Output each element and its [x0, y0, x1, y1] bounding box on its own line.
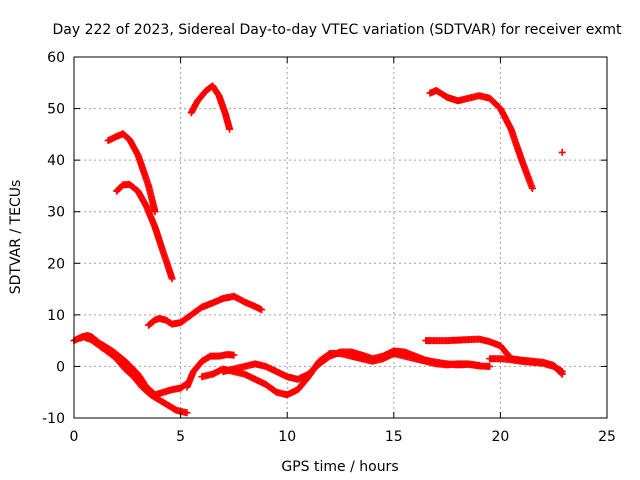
y-tick-label: 10: [47, 308, 65, 324]
x-tick-label: 25: [598, 429, 616, 445]
y-tick-label: 0: [56, 359, 65, 375]
plot-frame: [73, 56, 608, 419]
series-track-6: [76, 332, 193, 399]
data-point: [258, 306, 266, 314]
x-tick-label: 5: [176, 429, 185, 445]
data-point: [183, 409, 191, 417]
data-points: [70, 82, 566, 417]
y-tick-label: 60: [47, 50, 65, 66]
x-tick-label: 0: [70, 429, 79, 445]
series-track-4: [145, 292, 266, 329]
y-axis-label: SDTVAR / TECUs: [8, 180, 24, 295]
data-point: [558, 368, 566, 376]
series-track-12: [426, 87, 536, 192]
y-tick-label: 40: [47, 153, 65, 169]
x-axis-label: GPS time / hours: [281, 459, 398, 475]
series-track-1: [104, 130, 159, 216]
series-track-9: [219, 347, 494, 383]
series-track-13: [558, 148, 566, 156]
grid: [74, 57, 607, 418]
data-point: [486, 362, 494, 370]
data-point: [557, 367, 565, 375]
x-tick-label: 15: [385, 429, 403, 445]
data-point: [230, 351, 238, 359]
y-tick-label: 20: [47, 256, 65, 272]
series-track-5: [70, 333, 191, 417]
data-point: [558, 148, 566, 156]
series-track-2: [113, 180, 176, 283]
data-point: [168, 275, 176, 283]
y-tick-label: 30: [47, 205, 65, 221]
data-point: [528, 185, 536, 192]
data-point: [226, 125, 234, 133]
chart-title: Day 222 of 2023, Sidereal Day-to-day VTE…: [53, 22, 623, 38]
series-track-11: [486, 355, 566, 376]
y-tick-label: 50: [47, 102, 65, 118]
x-tick-label: 10: [278, 429, 296, 445]
series-track-7: [183, 351, 238, 391]
series-track-3: [187, 82, 234, 133]
x-tick-label: 20: [491, 429, 509, 445]
y-tick-label: -10: [42, 411, 65, 427]
data-point: [151, 208, 159, 216]
series-track-8: [198, 350, 483, 399]
axis-ticks: 0 5 10 15 20 25 -10 0 10 20 30 40 50 60: [42, 50, 616, 445]
